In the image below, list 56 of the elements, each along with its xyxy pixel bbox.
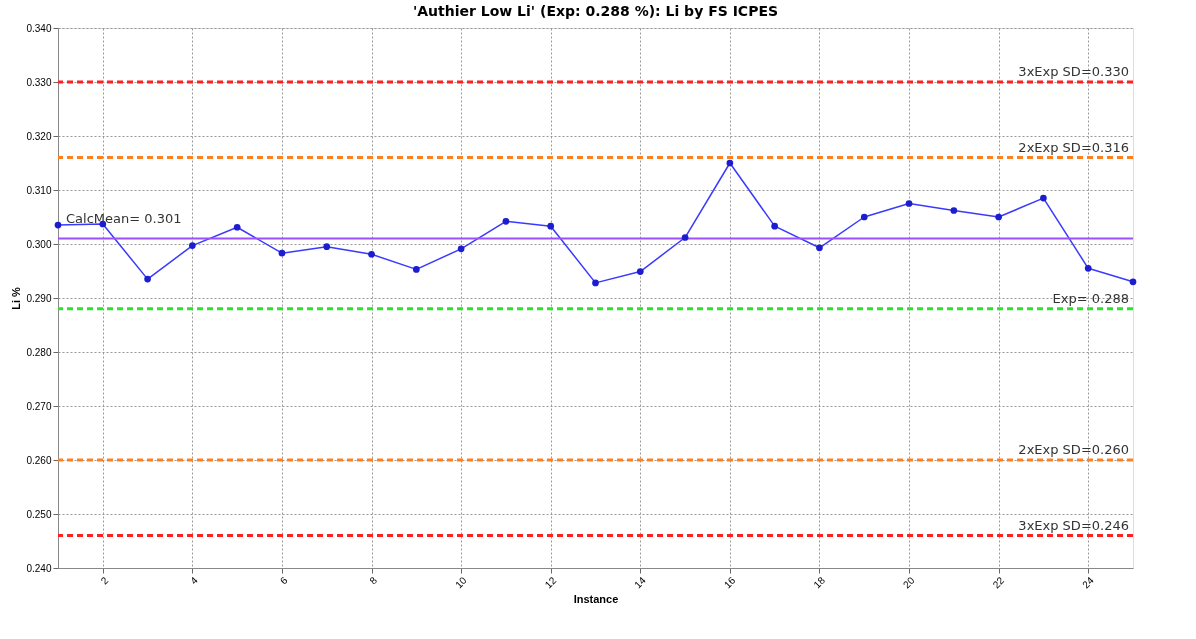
chart-title: 'Authier Low Li' (Exp: 0.288 %): Li by FS ICPES (412, 3, 779, 19)
point (233, 223, 241, 231)
point (681, 234, 689, 241)
point (502, 217, 510, 225)
point (323, 243, 331, 251)
ref-line-label: 2xExp SD=0.316 (1018, 139, 1129, 155)
y-tick-label: 0.250 (26, 508, 52, 520)
y-tick-label: 0.290 (26, 292, 52, 304)
point (1040, 194, 1047, 202)
x-tick-label: 10 (453, 574, 469, 591)
point (1084, 264, 1092, 272)
x-tick-label: 8 (367, 574, 380, 587)
x-tick-label: 16 (721, 574, 738, 591)
point (636, 268, 644, 275)
point (771, 222, 779, 230)
x-tick-label: 6 (277, 574, 290, 587)
y-tick-label: 0.340 (26, 22, 52, 34)
y-tick-label: 0.260 (26, 454, 52, 466)
ref-line-label: 3xExp SD=0.330 (1018, 64, 1129, 79)
y-tick-label: 0.270 (26, 400, 52, 412)
point (592, 279, 599, 287)
x-axis-title: Instance (573, 593, 619, 606)
y-tick-label: 0.310 (26, 184, 52, 196)
ref-line-label: 2xExp SD=0.260 (1018, 442, 1129, 457)
y-tick-label: 0.320 (26, 130, 52, 142)
ref-line-label: Exp= 0.288 (1052, 290, 1129, 306)
point (278, 249, 286, 257)
y-tick-label: 0.300 (26, 238, 52, 250)
y-tick-label: 0.240 (26, 562, 52, 574)
x-tick-label: 24 (1080, 574, 1097, 591)
point (1129, 278, 1137, 286)
y-tick-label: 0.330 (26, 76, 52, 88)
point (995, 213, 1002, 221)
point (412, 266, 420, 273)
x-tick-label: 2 (98, 574, 111, 587)
x-tick-label: 12 (542, 574, 559, 591)
point (950, 207, 958, 214)
point (457, 245, 465, 253)
point (816, 244, 823, 252)
y-tick-label: 0.280 (26, 346, 52, 358)
ref-line-label: 3xExp SD=0.246 (1018, 517, 1129, 533)
x-tick-label: 20 (900, 574, 917, 591)
x-tick-label: 14 (632, 574, 649, 591)
point (368, 250, 375, 258)
ref-line-label: CalcMean= 0.301 (66, 210, 182, 226)
x-tick-label: 18 (811, 574, 828, 591)
y-axis-title: Li % (10, 286, 23, 310)
x-tick-label: 4 (188, 574, 201, 587)
point (860, 213, 868, 221)
point (726, 159, 734, 167)
point (144, 275, 151, 283)
point (905, 200, 913, 207)
point (189, 242, 196, 249)
point (547, 222, 555, 230)
x-tick-label: 22 (990, 574, 1007, 591)
point (54, 221, 62, 229)
